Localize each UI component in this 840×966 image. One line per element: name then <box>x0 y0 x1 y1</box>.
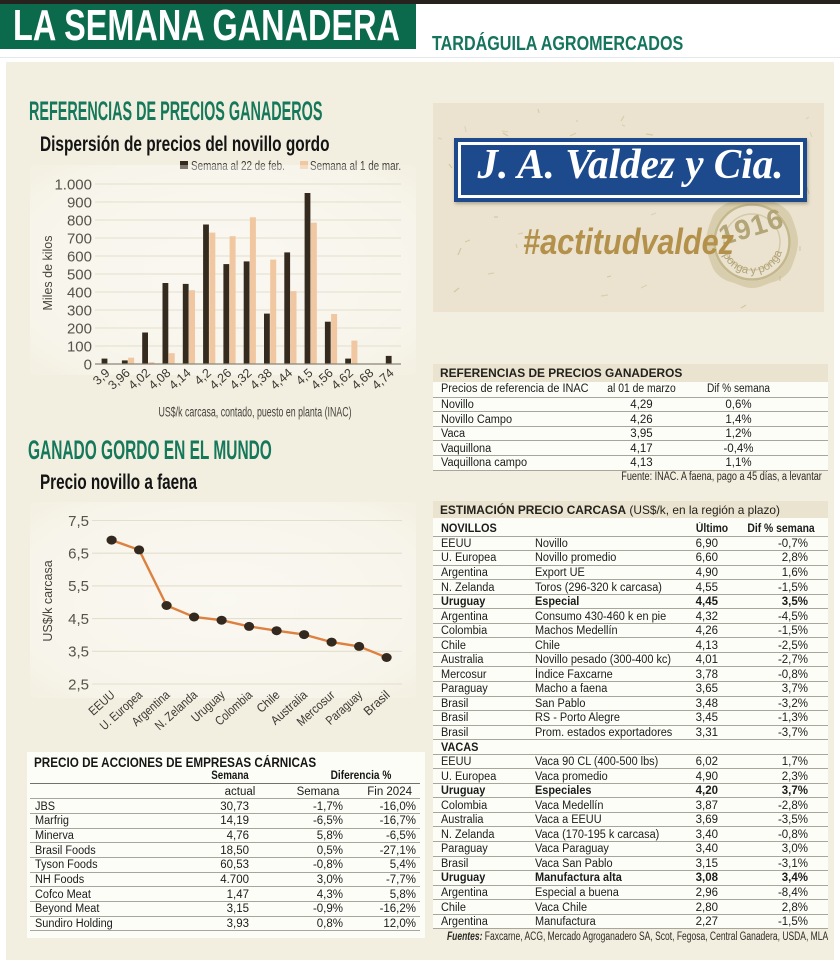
svg-text:0: 0 <box>84 356 92 373</box>
svg-text:600: 600 <box>67 248 92 265</box>
svg-text:900: 900 <box>67 194 92 211</box>
svg-text:1.000: 1.000 <box>54 176 92 193</box>
svg-text:100: 100 <box>67 338 92 355</box>
svg-text:Miles de kilos: Miles de kilos <box>41 235 55 310</box>
svg-text:500: 500 <box>67 266 92 283</box>
svg-text:US$/k carcasa: US$/k carcasa <box>41 560 55 641</box>
svg-text:4,5: 4,5 <box>68 611 89 628</box>
svg-text:700: 700 <box>67 230 92 247</box>
svg-text:800: 800 <box>67 212 92 229</box>
svg-text:5,5: 5,5 <box>68 578 89 595</box>
svg-text:US$/k carcasa, contado, puesto: US$/k carcasa, contado, puesto en planta… <box>159 405 352 420</box>
svg-text:7,5: 7,5 <box>68 513 89 530</box>
svg-text:200: 200 <box>67 320 92 337</box>
svg-text:3,5: 3,5 <box>68 644 89 661</box>
svg-text:300: 300 <box>67 302 92 319</box>
svg-text:400: 400 <box>67 284 92 301</box>
svg-text:6,5: 6,5 <box>68 546 89 563</box>
svg-text:2,5: 2,5 <box>68 676 89 693</box>
